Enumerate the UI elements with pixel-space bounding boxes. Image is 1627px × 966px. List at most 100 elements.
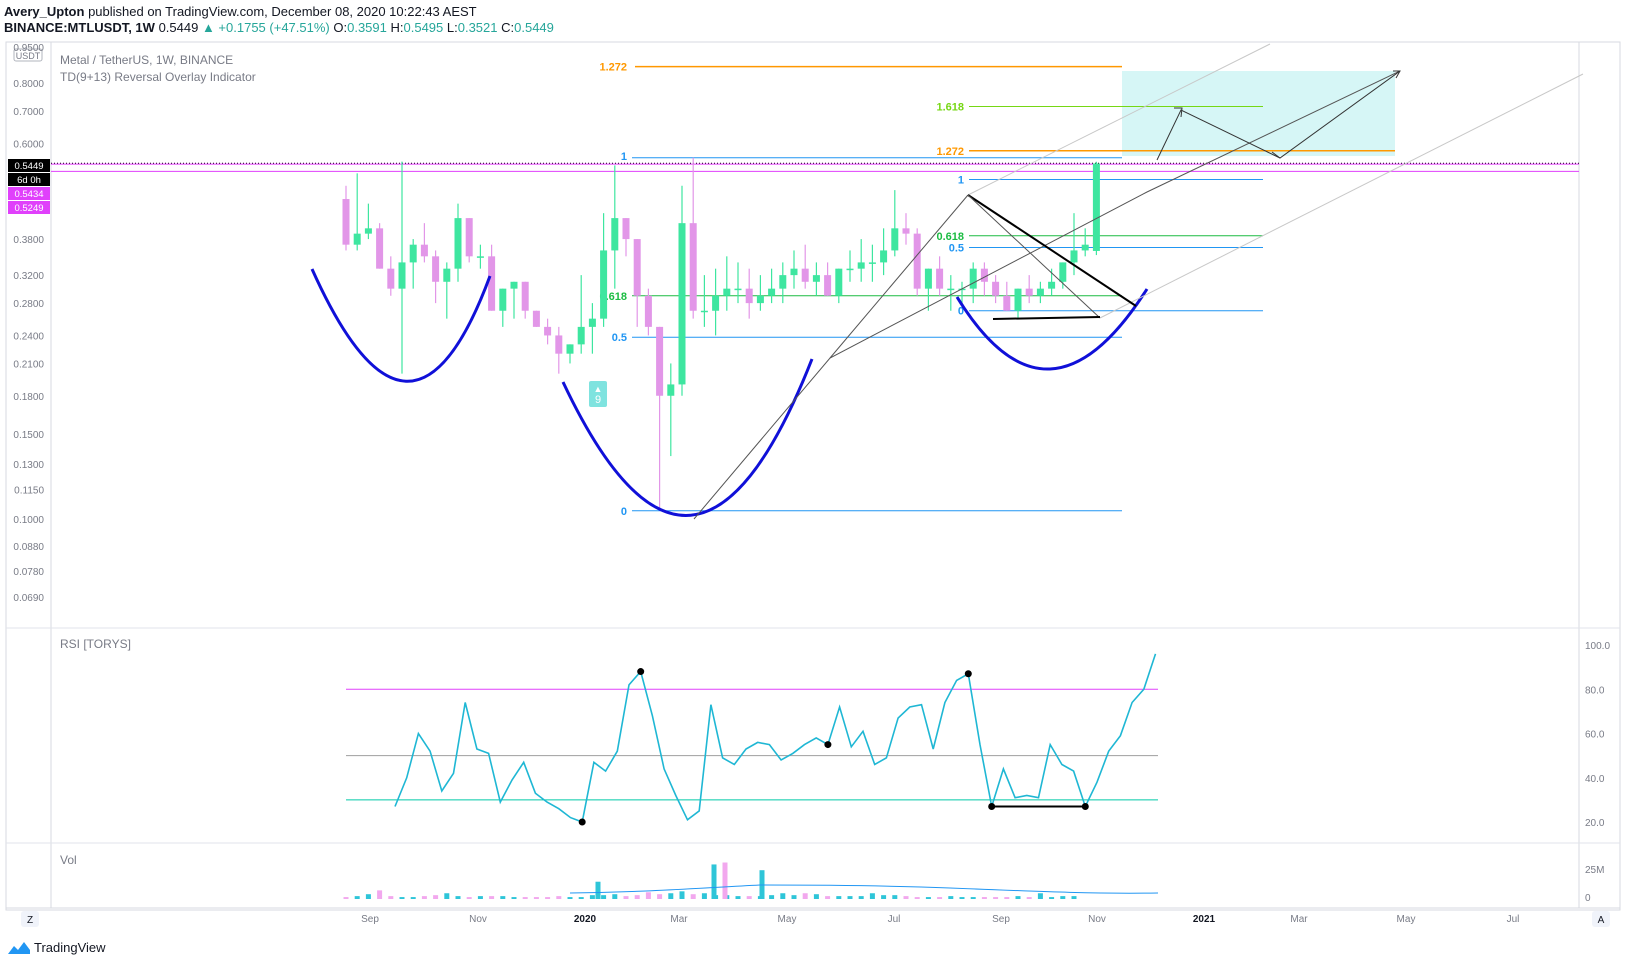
vol-label[interactable]: Vol <box>60 853 77 867</box>
ext-label-1618: 1.618 <box>936 102 964 114</box>
price-tick-label: 0.3800 <box>13 235 44 246</box>
candle-body <box>768 288 776 296</box>
candle-body <box>868 262 876 264</box>
time-tick-label: May <box>778 914 797 925</box>
open-value: 0.3591 <box>347 20 387 35</box>
indicator-label[interactable]: TD(9+13) Reversal Overlay Indicator <box>60 70 256 84</box>
volume-bar <box>645 892 651 899</box>
price-tick-label: 0.2100 <box>13 359 44 370</box>
rsi-tick-label: 20.0 <box>1585 818 1605 829</box>
candle-body <box>1059 262 1067 282</box>
volume-bar <box>595 881 601 899</box>
open-label: O: <box>333 20 348 35</box>
candle-body <box>1003 295 1011 311</box>
price-tick-label: 0.2800 <box>13 299 44 310</box>
high-value: 0.5495 <box>403 20 444 35</box>
volume-bar <box>511 897 517 899</box>
volume-bar <box>711 864 717 899</box>
candle-body <box>1081 244 1089 251</box>
volume-bar <box>722 862 728 899</box>
volume-bar <box>780 893 786 899</box>
candle-body <box>353 233 361 245</box>
candle-body <box>734 288 742 291</box>
candle-body <box>1048 281 1056 289</box>
td-sequential-marker <box>589 381 607 407</box>
zoom-button <box>21 911 39 927</box>
candle-body <box>566 344 574 354</box>
fib-left-label-1: 1 <box>621 151 627 163</box>
candle-body <box>376 228 384 269</box>
volume-bar <box>836 896 842 899</box>
candle-body <box>712 295 720 311</box>
candle-body <box>1014 288 1022 311</box>
rsi-label[interactable]: RSI [TORYS] <box>60 637 131 651</box>
trend-line-segment <box>829 194 969 359</box>
candle-body <box>678 223 686 385</box>
volume-bar <box>444 893 450 899</box>
td-marker-arrow: ▲ <box>594 384 603 394</box>
volume-bar <box>623 896 629 899</box>
volume-bar <box>500 896 506 899</box>
candle-body <box>342 199 350 245</box>
candle-body <box>521 281 529 311</box>
volume-bar <box>1015 896 1021 899</box>
candles <box>342 157 1100 509</box>
time-axis[interactable]: Sep Nov 2020 Mar May Jul Sep Nov 2021 Mar May Jul Z A <box>21 911 1610 927</box>
projection-arrowhead-1 <box>1174 107 1183 118</box>
author-name[interactable]: Avery_Upton <box>4 4 85 19</box>
time-tick-label: 2021 <box>1193 914 1216 925</box>
channel-line-upper <box>967 43 1271 196</box>
low-label: L: <box>446 20 458 35</box>
volume-bar <box>1037 893 1043 899</box>
drawings: ▲9 <box>310 43 1584 520</box>
candle-body <box>420 244 428 257</box>
candle-body <box>779 275 787 289</box>
candle-body <box>656 326 664 396</box>
volume-bar <box>410 897 416 899</box>
close-value: 0.5449 <box>514 20 554 35</box>
volume-bar <box>847 896 853 899</box>
candle-body <box>488 256 496 311</box>
candle-body <box>913 233 921 289</box>
rsi-tick-label: 60.0 <box>1585 730 1605 741</box>
tradingview-brand[interactable]: TradingView <box>34 940 106 955</box>
candle-body <box>633 239 641 296</box>
volume-bar <box>657 894 663 899</box>
time-tick-label: Sep <box>992 914 1010 925</box>
support-base-line <box>992 316 1101 320</box>
time-tick-label: Mar <box>1290 914 1308 925</box>
price-tick-label: 0.0690 <box>13 593 44 604</box>
volume-bar <box>881 895 887 899</box>
vol-pane <box>343 862 1159 899</box>
candle-body <box>880 250 888 263</box>
price-tick-label: 0.6000 <box>13 139 44 150</box>
candle-body <box>600 250 608 319</box>
time-tick-label: Nov <box>469 914 487 925</box>
candle-body <box>1025 288 1033 296</box>
high-label: H: <box>390 20 404 35</box>
candle-body <box>1036 288 1044 296</box>
candle-body <box>980 268 988 282</box>
price-tick-label: 0.1000 <box>13 515 44 526</box>
candle-body <box>846 268 854 271</box>
candle-body <box>700 310 708 313</box>
candle-body <box>387 268 395 289</box>
volume-bar <box>679 891 685 899</box>
volume-bar <box>612 894 618 899</box>
price-unit-box <box>13 48 43 62</box>
price-tag-box <box>8 187 50 200</box>
candle-body <box>756 295 764 304</box>
candle-body <box>936 268 944 289</box>
published-text: published on TradingView.com, December 0… <box>88 4 477 19</box>
rsi-divergence-dot <box>964 670 972 678</box>
time-tick-label: May <box>1397 914 1416 925</box>
auto-scale-button <box>1592 911 1610 927</box>
price-tick-label: 0.0880 <box>13 542 44 553</box>
vol-axis[interactable]: 25M 0 <box>1585 865 1604 904</box>
rsi-axis[interactable]: 100.0 80.0 60.0 40.0 20.0 <box>1585 641 1610 829</box>
price-tags: 0.5449 6d 0h 0.5434 0.5249 <box>8 159 50 214</box>
candle-body <box>443 268 451 282</box>
volume-bar <box>970 897 976 899</box>
